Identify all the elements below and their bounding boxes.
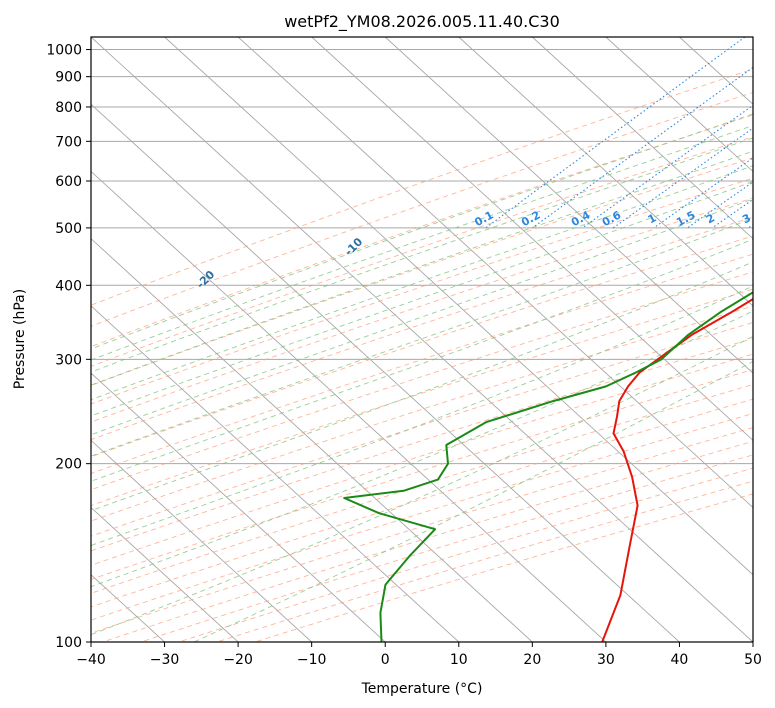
y-tick-label: 800 xyxy=(55,100,82,116)
dry-adiabat-line xyxy=(91,369,753,580)
dry-adiabat-line xyxy=(91,68,753,306)
y-tick-label: 100 xyxy=(55,635,82,651)
isotherm-line xyxy=(91,238,533,642)
mixing-ratio-line xyxy=(711,198,753,229)
dry-adiabat-line xyxy=(140,454,753,642)
x-tick-label: 50 xyxy=(744,652,762,668)
mixing-ratio-label: 2 xyxy=(704,211,717,226)
dry-adiabat-label: -20 xyxy=(194,268,217,291)
mixing-ratio-label: 0.6 xyxy=(600,208,624,229)
isotherm-line xyxy=(91,305,460,642)
y-tick-label: 200 xyxy=(55,457,82,473)
y-tick-label: 900 xyxy=(55,70,82,86)
mixing-ratio-line xyxy=(687,181,753,229)
mixing-ratio-line xyxy=(485,37,746,229)
mixing-ratio-label: 4 xyxy=(767,211,775,226)
isotherm-line xyxy=(91,170,607,642)
y-axis-label: Pressure (hPa) xyxy=(12,289,28,389)
isotherm-line xyxy=(164,37,753,576)
isotherm-line xyxy=(91,439,313,642)
x-tick-label: 40 xyxy=(671,652,689,668)
moist-adiabat-line xyxy=(91,198,753,436)
axes: −40 −30 −20 −10 0 10 20 30 40 50 100 200 300 400 500 60… xyxy=(46,43,762,668)
moist-adiabat-line xyxy=(91,335,753,636)
dry-adiabat-line xyxy=(91,157,753,386)
y-tick-label: 600 xyxy=(55,174,82,190)
y-tick-label: 500 xyxy=(55,221,82,237)
isotherm-line xyxy=(531,37,753,240)
isotherm-line xyxy=(752,37,753,38)
dry-adiabat-line xyxy=(91,427,753,634)
x-tick-label: 30 xyxy=(597,652,615,668)
isotherm-line xyxy=(91,103,680,642)
dry-adiabat-label: -30 xyxy=(58,298,81,321)
x-tick-label: −40 xyxy=(76,652,106,668)
mixing-ratio-label: 0.1 xyxy=(472,208,495,229)
isotherm-line xyxy=(237,37,753,509)
y-tick-label: 700 xyxy=(55,134,82,150)
mixing-ratio-label: 3 xyxy=(740,211,753,226)
mixing-ratio-label: 1.5 xyxy=(674,208,697,229)
dry-adiabat-line xyxy=(91,114,753,348)
x-tick-label: 0 xyxy=(381,652,390,668)
profiles xyxy=(343,291,753,642)
x-tick-label: −30 xyxy=(150,652,180,668)
moist-adiabat-line xyxy=(91,238,753,482)
dry-adiabat-line xyxy=(91,337,753,552)
x-tick-label: −10 xyxy=(297,652,327,668)
dry-adiabat-label: -10 xyxy=(342,235,365,258)
x-tick-label: 20 xyxy=(523,652,541,668)
x-tick-label: 10 xyxy=(450,652,468,668)
dry-adiabat-line xyxy=(102,440,753,642)
isotherm-line xyxy=(384,37,753,374)
temperature-profile-line xyxy=(601,297,753,642)
dewpoint-profile-line xyxy=(343,291,753,642)
moist-adiabat-line xyxy=(91,150,753,386)
isotherm-line xyxy=(91,506,239,642)
isotherm-line xyxy=(91,372,386,642)
chart-title: wetPf2_YM08.2026.005.11.40.C30 xyxy=(284,12,560,32)
moist-adiabat-line xyxy=(91,137,753,373)
mixing-ratio-line xyxy=(582,104,753,229)
dry-adiabat-line xyxy=(91,235,753,458)
moist-adiabat-line xyxy=(91,124,753,361)
y-tick-label: 300 xyxy=(55,352,82,368)
dry-adiabat-line xyxy=(91,136,753,367)
x-axis-label: Temperature (°C) xyxy=(361,681,483,697)
mixing-ratio-line xyxy=(653,157,753,229)
moist-adiabat-line xyxy=(91,165,753,401)
y-tick-label: 400 xyxy=(55,278,82,294)
mixing-ratio-label: 1 xyxy=(646,211,659,226)
plot-frame xyxy=(90,36,754,643)
mixing-ratio-label: 0.4 xyxy=(569,208,593,229)
dry-adiabat-line xyxy=(91,321,753,537)
x-tick-label: −20 xyxy=(223,652,253,668)
moist-adiabat-line xyxy=(91,113,753,350)
background-lines xyxy=(91,37,753,642)
dry-adiabat-line xyxy=(91,271,753,491)
y-tick-label: 1000 xyxy=(46,43,82,59)
isotherm-line xyxy=(91,37,753,642)
isotherm-line xyxy=(458,37,753,307)
dry-adiabat-line xyxy=(91,288,753,507)
isotherm-line xyxy=(605,37,753,173)
line-labels: 0.10.20.40.611.52346810131620253036-100-… xyxy=(58,208,775,321)
dry-adiabat-line xyxy=(91,197,753,423)
mixing-ratio-line xyxy=(747,223,753,229)
mixing-ratio-line xyxy=(532,66,753,229)
dry-adiabat-line xyxy=(91,177,753,405)
moist-adiabat-line xyxy=(91,217,753,457)
moist-adiabat-line xyxy=(91,285,753,546)
